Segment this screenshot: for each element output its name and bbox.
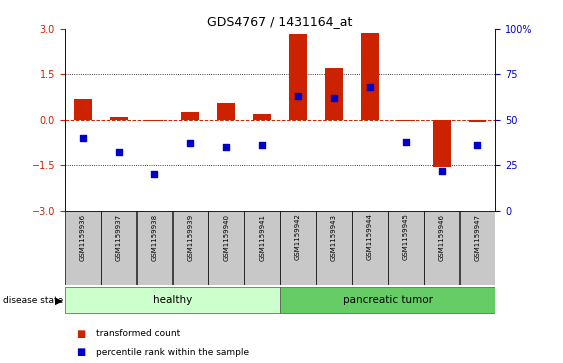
Point xyxy=(437,168,446,174)
Text: pancreatic tumor: pancreatic tumor xyxy=(343,295,433,305)
FancyBboxPatch shape xyxy=(65,287,280,313)
Bar xyxy=(253,114,271,120)
Bar xyxy=(325,68,343,120)
FancyBboxPatch shape xyxy=(208,211,244,285)
Bar xyxy=(432,120,450,167)
Text: GSM1159946: GSM1159946 xyxy=(439,213,445,261)
Point xyxy=(114,150,123,155)
Text: GSM1159943: GSM1159943 xyxy=(331,213,337,261)
Bar xyxy=(397,120,415,121)
Text: GSM1159945: GSM1159945 xyxy=(403,213,409,260)
Title: GDS4767 / 1431164_at: GDS4767 / 1431164_at xyxy=(207,15,353,28)
FancyBboxPatch shape xyxy=(280,211,316,285)
Bar xyxy=(110,117,128,120)
Point xyxy=(186,140,195,146)
Point xyxy=(222,144,231,150)
FancyBboxPatch shape xyxy=(172,211,208,285)
FancyBboxPatch shape xyxy=(101,211,136,285)
Bar xyxy=(217,103,235,120)
Bar xyxy=(468,120,486,122)
Point xyxy=(293,93,302,99)
Text: GSM1159940: GSM1159940 xyxy=(224,213,229,261)
Point xyxy=(258,142,267,148)
Bar xyxy=(361,33,379,120)
Bar xyxy=(74,99,92,120)
Text: GSM1159939: GSM1159939 xyxy=(187,213,193,261)
Point xyxy=(365,84,374,90)
FancyBboxPatch shape xyxy=(352,211,388,285)
Point xyxy=(473,142,482,148)
Text: GSM1159942: GSM1159942 xyxy=(295,213,301,260)
Text: transformed count: transformed count xyxy=(96,330,180,338)
Text: GSM1159938: GSM1159938 xyxy=(151,213,158,261)
Point xyxy=(150,171,159,177)
Text: GSM1159941: GSM1159941 xyxy=(259,213,265,261)
Text: healthy: healthy xyxy=(153,295,192,305)
Text: GSM1159947: GSM1159947 xyxy=(475,213,480,261)
Text: GSM1159944: GSM1159944 xyxy=(367,213,373,260)
FancyBboxPatch shape xyxy=(459,211,495,285)
Text: ■: ■ xyxy=(76,329,85,339)
Text: GSM1159937: GSM1159937 xyxy=(115,213,122,261)
Point xyxy=(401,139,410,144)
FancyBboxPatch shape xyxy=(65,211,101,285)
Text: percentile rank within the sample: percentile rank within the sample xyxy=(96,348,249,356)
Text: ■: ■ xyxy=(76,347,85,357)
FancyBboxPatch shape xyxy=(424,211,459,285)
Bar xyxy=(181,112,199,120)
FancyBboxPatch shape xyxy=(316,211,352,285)
FancyBboxPatch shape xyxy=(388,211,423,285)
Text: disease state: disease state xyxy=(3,296,63,305)
Bar xyxy=(289,34,307,120)
Text: ▶: ▶ xyxy=(55,295,62,306)
Point xyxy=(78,135,87,141)
Point xyxy=(329,95,338,101)
Text: GSM1159936: GSM1159936 xyxy=(80,213,86,261)
FancyBboxPatch shape xyxy=(137,211,172,285)
FancyBboxPatch shape xyxy=(280,287,495,313)
Bar xyxy=(145,120,163,121)
FancyBboxPatch shape xyxy=(244,211,280,285)
